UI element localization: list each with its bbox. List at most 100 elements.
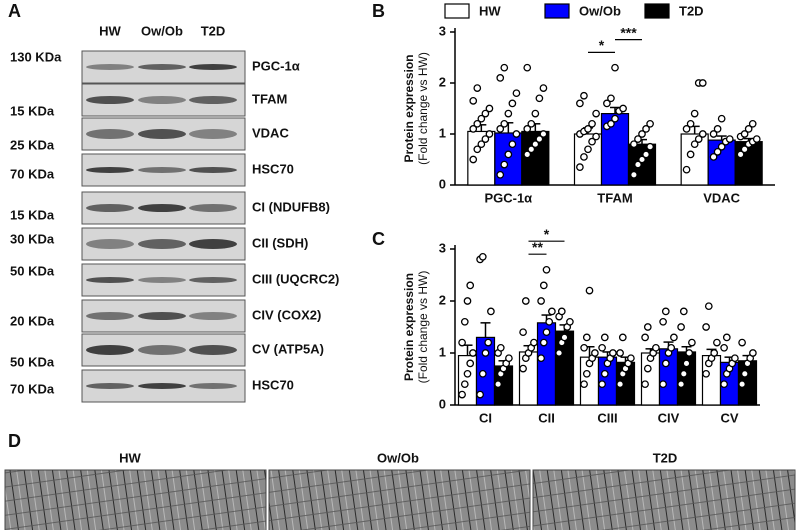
blot-size: 20 KDa [10, 313, 55, 328]
data-point [682, 125, 691, 133]
data-point [611, 63, 619, 72]
micrograph [268, 469, 531, 530]
data-point [580, 91, 588, 100]
blot-band [86, 239, 134, 249]
data-point [641, 380, 649, 389]
data-point [713, 338, 721, 347]
data-point [690, 140, 699, 149]
blot-band [189, 312, 237, 320]
data-point [616, 349, 624, 357]
data-point [677, 323, 685, 331]
data-point [478, 369, 487, 378]
data-point [481, 349, 490, 357]
data-point [476, 390, 484, 399]
data-point [535, 135, 544, 143]
blot-protein: HSC70 [252, 161, 294, 176]
data-point [611, 114, 619, 123]
blot-size: 15 KDa [10, 207, 55, 222]
data-point [504, 109, 513, 118]
data-point [641, 333, 649, 342]
bar [658, 348, 679, 406]
data-point [505, 354, 513, 363]
data-point [545, 317, 554, 326]
data-point [535, 94, 544, 103]
data-point [473, 119, 482, 128]
x-tick-label: CI [479, 410, 492, 425]
data-point [591, 349, 599, 357]
data-point [496, 170, 505, 179]
data-point [630, 140, 638, 149]
data-point [539, 130, 548, 138]
blot-band [86, 167, 134, 173]
data-point [643, 364, 652, 373]
data-point [523, 150, 532, 159]
data-point [519, 364, 527, 373]
panel-label: D [8, 431, 21, 451]
data-point [646, 119, 654, 128]
micrograph [4, 469, 267, 530]
blot-band [86, 383, 134, 389]
blot-band [189, 345, 237, 355]
data-point [720, 343, 728, 352]
significance-label: ** [532, 239, 543, 255]
data-point [598, 343, 606, 352]
data-point [485, 104, 494, 113]
data-point [582, 333, 591, 342]
data-point [661, 307, 670, 316]
data-point [679, 369, 688, 378]
data-point [738, 338, 746, 347]
data-point [487, 307, 495, 316]
data-point [748, 119, 757, 128]
blot-band [189, 64, 237, 70]
blot-band [189, 239, 237, 249]
data-point [555, 349, 563, 357]
data-point [481, 109, 490, 118]
blot-band [86, 345, 134, 355]
significance-label: *** [620, 24, 637, 40]
data-point [749, 349, 757, 357]
y-axis-label: (Fold change vs HW) [416, 52, 430, 165]
data-point [531, 109, 540, 118]
data-point [531, 140, 540, 149]
data-point [460, 317, 469, 326]
data-point [720, 380, 728, 389]
blot-band [138, 129, 186, 139]
data-point [496, 343, 505, 352]
blot-band [86, 312, 134, 320]
blot-band [86, 277, 134, 283]
blot-band [189, 204, 237, 212]
data-point [500, 63, 509, 72]
data-point [463, 297, 472, 305]
data-point [530, 338, 538, 347]
data-point [584, 145, 592, 154]
lane-label: Ow/Ob [141, 23, 183, 38]
data-point [682, 359, 691, 368]
data-point [698, 79, 707, 87]
y-tick-label: 3 [439, 240, 446, 255]
data-point [469, 349, 477, 357]
data-point [560, 333, 569, 342]
data-point [500, 119, 509, 128]
data-point [566, 317, 574, 326]
data-point [580, 343, 588, 352]
data-point [618, 333, 627, 342]
data-point [704, 302, 713, 311]
data-point [469, 155, 478, 164]
blot-protein: VDAC [252, 125, 289, 140]
data-point [523, 125, 532, 133]
micrograph-label: HW [119, 450, 141, 465]
data-point [496, 125, 505, 133]
data-point [709, 130, 718, 138]
data-point [500, 160, 509, 169]
data-point [481, 135, 490, 143]
data-point [638, 155, 646, 164]
blot-size: 50 KDa [10, 263, 55, 278]
data-point [548, 307, 556, 316]
data-point [592, 109, 600, 118]
blot-size: 70 KDa [10, 166, 55, 181]
legend-swatch [444, 3, 470, 19]
data-point [539, 281, 548, 290]
data-point [607, 119, 615, 128]
data-point [686, 150, 695, 159]
micrograph-label: T2D [653, 450, 678, 465]
